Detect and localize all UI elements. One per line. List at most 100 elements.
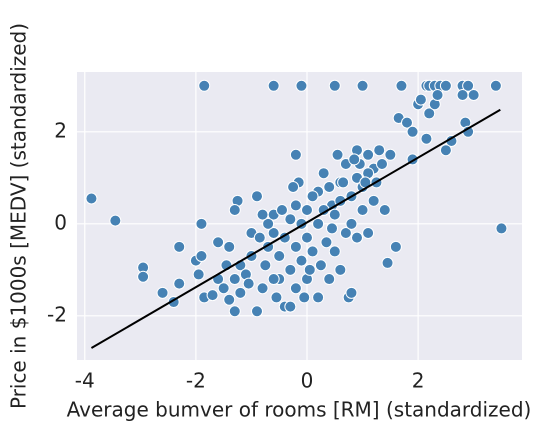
point	[267, 227, 280, 240]
point	[489, 79, 502, 92]
x-tick-label: 2	[412, 369, 425, 393]
point	[256, 208, 269, 221]
point	[295, 254, 308, 267]
plot-area	[77, 72, 522, 360]
point	[273, 250, 286, 263]
point	[137, 270, 150, 283]
point	[85, 192, 98, 205]
point	[295, 79, 308, 92]
point	[356, 79, 369, 92]
point	[251, 190, 263, 203]
point	[259, 259, 272, 272]
point	[362, 227, 375, 240]
point	[351, 231, 363, 244]
y-axis-label: Price in $1000s [MEDV] (standardized)	[7, 23, 31, 409]
point	[284, 263, 297, 276]
point	[301, 204, 313, 217]
point	[223, 240, 236, 253]
point	[287, 181, 300, 194]
point	[289, 240, 302, 253]
point	[256, 282, 269, 295]
point	[298, 291, 311, 304]
point	[439, 144, 452, 157]
point	[306, 245, 319, 258]
point	[395, 79, 408, 92]
point	[173, 277, 186, 290]
point	[223, 293, 236, 306]
point	[217, 282, 230, 295]
point	[262, 217, 275, 230]
point	[367, 194, 380, 207]
point	[301, 231, 313, 244]
point	[312, 217, 325, 230]
point	[109, 214, 122, 227]
point	[334, 263, 347, 276]
point	[326, 222, 338, 235]
point	[228, 273, 241, 286]
y-tick-label: -2	[47, 302, 67, 326]
x-tick-label: -2	[186, 369, 206, 393]
point	[362, 148, 375, 161]
point	[373, 144, 386, 157]
point	[381, 256, 394, 269]
point	[389, 240, 402, 253]
point	[228, 204, 241, 217]
x-tick-label: 0	[301, 369, 314, 393]
point	[495, 222, 508, 235]
point	[456, 89, 469, 102]
point	[345, 217, 358, 230]
point	[320, 236, 333, 249]
point	[173, 240, 186, 253]
y-tick-label: 2	[54, 118, 67, 142]
point	[303, 263, 316, 276]
point	[156, 286, 169, 299]
point	[323, 273, 336, 286]
point	[284, 300, 297, 313]
point	[406, 125, 419, 138]
point	[206, 289, 219, 302]
point	[328, 79, 341, 92]
point	[378, 204, 391, 217]
point	[348, 153, 361, 166]
point	[420, 132, 433, 145]
point	[323, 181, 336, 194]
point	[439, 79, 452, 92]
point	[317, 167, 330, 180]
point	[414, 93, 427, 106]
point	[384, 148, 397, 161]
point	[289, 199, 302, 212]
point	[431, 89, 444, 102]
point	[462, 79, 475, 92]
point	[276, 204, 288, 217]
point	[356, 204, 369, 217]
point	[242, 277, 255, 290]
y-tick-label: 0	[54, 210, 67, 234]
point	[267, 273, 280, 286]
point	[195, 217, 208, 230]
point	[289, 148, 302, 161]
point	[195, 250, 208, 263]
point	[401, 116, 413, 129]
x-tick-label: -4	[75, 369, 95, 393]
point	[345, 286, 358, 299]
point	[376, 158, 388, 171]
point	[289, 282, 302, 295]
point	[337, 176, 350, 189]
point	[270, 291, 283, 304]
point	[251, 305, 263, 318]
point	[234, 286, 247, 299]
point	[253, 231, 266, 244]
point	[328, 208, 341, 221]
point	[467, 89, 480, 102]
point	[312, 291, 325, 304]
point	[328, 245, 341, 258]
x-axis-label: Average bumver of rooms [RM] (standardiz…	[67, 398, 532, 422]
point	[212, 236, 225, 249]
point	[267, 79, 280, 92]
point	[339, 227, 352, 240]
point	[228, 305, 241, 318]
point	[192, 268, 205, 281]
point	[331, 148, 344, 161]
regression-line	[90, 108, 501, 349]
